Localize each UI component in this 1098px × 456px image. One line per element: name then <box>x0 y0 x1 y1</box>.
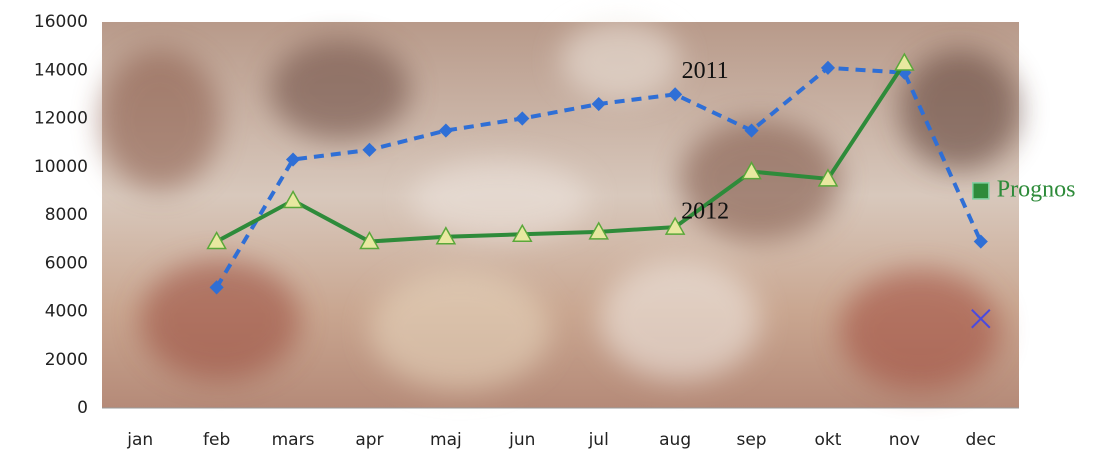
y-tick-label: 8000 <box>45 205 88 225</box>
background-photo <box>100 20 1020 408</box>
y-tick-label: 6000 <box>45 253 88 273</box>
series-label: Prognos <box>997 176 1076 202</box>
x-tick-label: dec <box>965 430 996 450</box>
y-tick-label: 12000 <box>34 109 88 129</box>
y-tick-label: 0 <box>77 398 88 418</box>
y-tick-label: 2000 <box>45 350 88 370</box>
x-tick-label: jul <box>588 430 609 450</box>
y-tick-label: 10000 <box>34 157 88 177</box>
y-tick-label: 16000 <box>34 12 88 32</box>
x-tick-label: feb <box>203 430 230 450</box>
x-tick-label: okt <box>814 430 841 450</box>
y-tick-label: 4000 <box>45 302 88 322</box>
x-tick-label: maj <box>430 430 462 450</box>
series-label: 2012 <box>681 199 729 225</box>
x-tick-label: apr <box>355 430 383 450</box>
x-tick-label: mars <box>272 430 315 450</box>
x-tick-label: jun <box>508 430 535 450</box>
series-label: 2011 <box>682 58 729 84</box>
x-tick-label: aug <box>659 430 691 450</box>
chart: 0 2000 4000 6000 8000 10000 12000 14000 16000 jan… <box>0 0 1098 456</box>
x-tick-label: nov <box>889 430 920 450</box>
y-tick-label: 14000 <box>34 60 88 80</box>
x-tick-label: sep <box>736 430 766 450</box>
x-tick-label: jan <box>126 430 153 450</box>
point <box>973 183 989 199</box>
